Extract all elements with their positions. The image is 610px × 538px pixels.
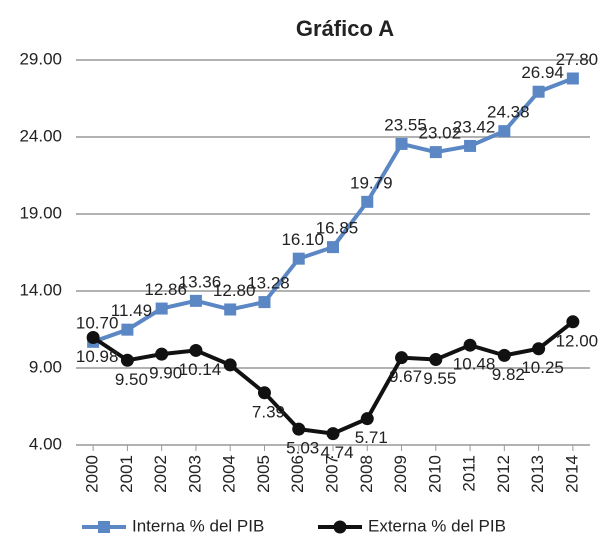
point — [464, 139, 477, 152]
x-tick-label: 2011 — [460, 455, 479, 492]
data-label: 24.38 — [487, 103, 530, 122]
point — [189, 294, 202, 307]
x-tick-label: 2012 — [494, 455, 513, 493]
point — [121, 323, 134, 336]
x-tick-label: 2005 — [254, 455, 273, 493]
x-tick-label: 2000 — [83, 455, 102, 493]
data-label: 12.80 — [213, 281, 256, 300]
data-label: 9.67 — [389, 367, 422, 386]
data-label: 10.25 — [521, 358, 564, 377]
point — [429, 146, 442, 159]
x-tick-label: 2009 — [391, 455, 410, 493]
point — [120, 353, 134, 367]
legend-marker — [333, 520, 347, 534]
data-label: 13.36 — [179, 272, 222, 291]
point — [326, 427, 340, 441]
data-label: 23.42 — [453, 117, 496, 136]
y-tick-label: 29.00 — [19, 49, 62, 68]
y-tick-label: 24.00 — [19, 126, 62, 145]
x-tick-label: 2001 — [117, 455, 136, 493]
point — [292, 252, 305, 265]
data-label: 19.79 — [350, 173, 393, 192]
chart-title: Gráfico A — [296, 16, 394, 41]
data-label: 11.49 — [111, 301, 152, 320]
data-label: 27.80 — [556, 50, 599, 69]
data-label: 10.14 — [179, 360, 222, 379]
data-label: 12.86 — [144, 280, 187, 299]
data-label: 9.50 — [115, 370, 148, 389]
point — [223, 358, 237, 372]
data-label: 5.71 — [355, 428, 388, 447]
data-label: 9.90 — [149, 364, 182, 383]
point — [532, 85, 545, 98]
point — [566, 315, 580, 329]
y-tick-label: 9.00 — [29, 357, 62, 376]
x-tick-label: 2002 — [151, 455, 170, 493]
y-tick-label: 14.00 — [19, 280, 62, 299]
point — [497, 348, 511, 362]
x-tick-label: 2014 — [562, 455, 581, 493]
point — [292, 422, 306, 436]
point — [429, 353, 443, 367]
data-label: 7.39 — [252, 402, 285, 421]
legend-label: Externa % del PIB — [368, 516, 506, 535]
point — [86, 331, 100, 345]
point — [360, 412, 374, 426]
data-label: 16.10 — [281, 230, 324, 249]
point — [566, 72, 579, 85]
data-label: 16.85 — [316, 219, 359, 238]
y-tick-label: 4.00 — [29, 434, 62, 453]
y-tick-label: 19.00 — [19, 203, 62, 222]
x-tick-label: 2013 — [528, 455, 547, 493]
point — [189, 343, 203, 357]
point — [395, 137, 408, 150]
data-label: 12.00 — [556, 331, 599, 350]
data-label: 13.28 — [247, 274, 290, 293]
legend-marker — [98, 521, 110, 533]
point — [361, 195, 374, 208]
x-tick-label: 2006 — [288, 455, 307, 493]
x-tick-label: 2010 — [425, 455, 444, 493]
data-label: 23.55 — [384, 115, 427, 134]
point — [327, 241, 339, 254]
data-label: 9.82 — [492, 365, 525, 384]
data-label: 9.55 — [423, 369, 456, 388]
x-tick-label: 2007 — [322, 455, 341, 493]
x-tick-label: 2004 — [220, 455, 239, 493]
point — [463, 338, 477, 352]
data-label: 5.03 — [286, 439, 319, 458]
legend-label: Interna % del PIB — [132, 516, 264, 535]
point — [257, 386, 271, 400]
point — [532, 342, 546, 356]
point — [258, 296, 271, 309]
data-label: 10.98 — [76, 347, 119, 366]
data-label: 4.74 — [320, 443, 353, 462]
x-tick-label: 2003 — [185, 455, 204, 493]
point — [395, 351, 409, 365]
data-label: 10.70 — [76, 313, 119, 332]
data-label: 10.48 — [453, 355, 496, 374]
data-label: 26.94 — [521, 63, 564, 82]
point — [155, 302, 168, 315]
point — [224, 303, 237, 316]
point — [498, 125, 511, 138]
x-tick-label: 2008 — [357, 455, 376, 493]
point — [155, 347, 169, 361]
data-label: 23.02 — [419, 124, 462, 143]
